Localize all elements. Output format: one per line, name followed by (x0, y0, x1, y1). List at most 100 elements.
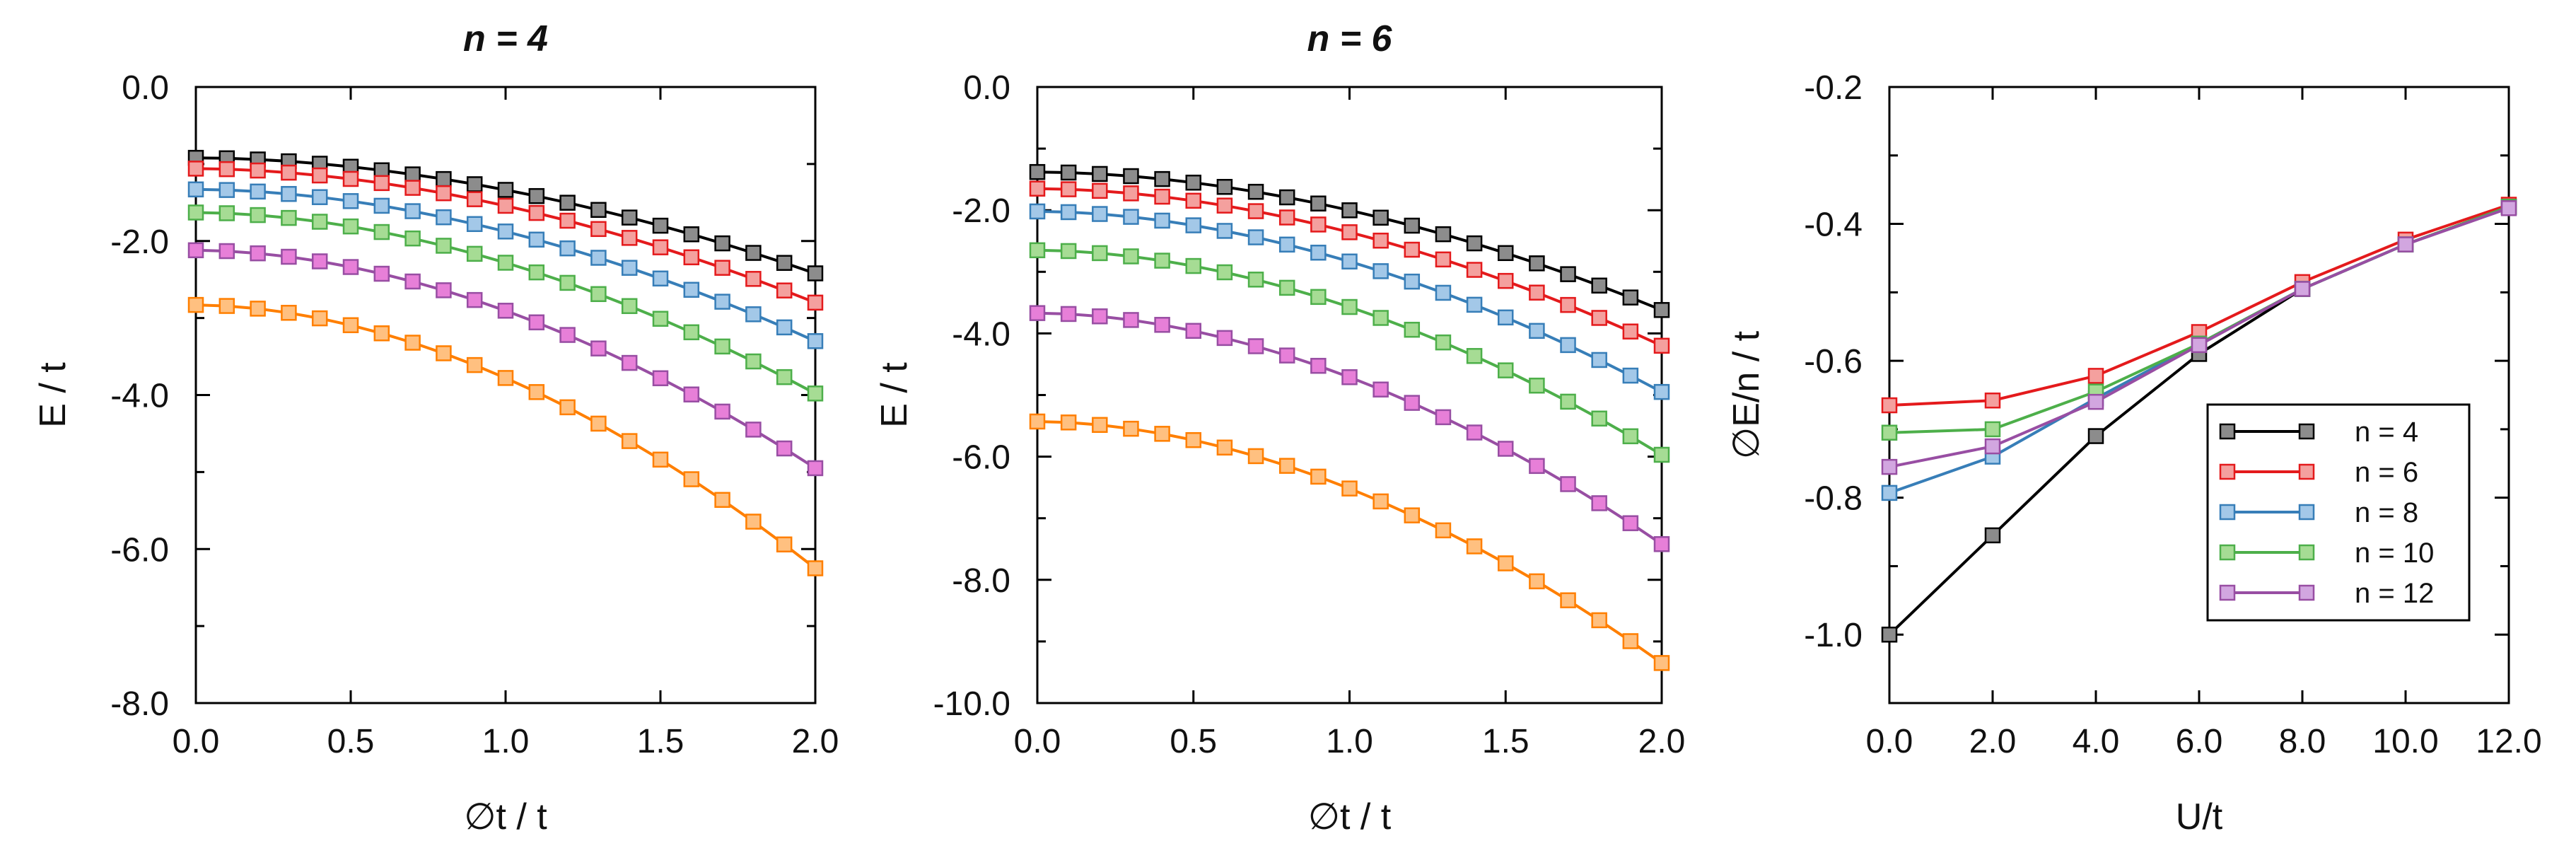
x-tick-label: 0.0 (1014, 723, 1061, 760)
legend-marker (2219, 544, 2236, 561)
data-point (1154, 212, 1170, 229)
data-point (714, 338, 730, 355)
data-point (1881, 458, 1898, 475)
data-point (1653, 536, 1670, 552)
data-point (1060, 164, 1077, 181)
series-curve-5 (187, 242, 824, 477)
data-point (1092, 166, 1108, 182)
data-point (1881, 397, 1898, 414)
data-point (1435, 409, 1452, 426)
data-point (404, 230, 421, 247)
panel-title: n = 4 (463, 18, 548, 59)
legend-marker (2298, 423, 2315, 440)
data-point (1247, 203, 1264, 219)
data-point (1278, 279, 1295, 296)
y-tick-label: -10.0 (933, 685, 1010, 723)
data-point (528, 187, 545, 204)
data-point (1529, 284, 1545, 301)
x-tick-label: 6.0 (2176, 723, 2223, 760)
data-point (1372, 493, 1389, 510)
data-point (187, 242, 204, 259)
data-point (1404, 395, 1421, 411)
data-point (1622, 428, 1639, 445)
series-line (1889, 203, 2510, 407)
data-point (436, 238, 452, 254)
data-point (1341, 202, 1358, 219)
data-point (342, 218, 359, 235)
x-tick-label: 2.0 (792, 723, 839, 760)
data-point (187, 204, 204, 221)
legend-label: n = 8 (2355, 497, 2418, 528)
data-point (1278, 347, 1295, 364)
data-point (745, 306, 762, 323)
data-point (1060, 204, 1077, 221)
data-point (1060, 414, 1077, 431)
data-point (807, 265, 824, 282)
data-point (1498, 441, 1514, 457)
data-point (528, 264, 545, 281)
data-point (218, 243, 235, 260)
data-point (1372, 381, 1389, 398)
data-point (559, 274, 576, 291)
panel-n4: n = 4 0.0 0.5 1.0 1.5 2.0 0.0 -2.0 -4.0 -6.0 -8.0 ∅… (33, 18, 839, 837)
data-point (590, 202, 607, 219)
x-axis-label: ∅t / t (1308, 796, 1392, 837)
series-curve-4 (1029, 242, 1670, 463)
data-point (1529, 458, 1545, 475)
data-point (404, 273, 421, 290)
data-point (1498, 309, 1514, 326)
data-point (2500, 200, 2517, 216)
data-point (1092, 182, 1108, 199)
panel-title: n = 6 (1307, 18, 1393, 59)
data-point (683, 249, 700, 266)
y-tick-label: -2.0 (110, 224, 169, 261)
data-point (1653, 383, 1670, 400)
data-point (1185, 431, 1201, 448)
y-tick-label: -4.0 (110, 378, 169, 415)
data-point (528, 314, 545, 331)
data-point (404, 203, 421, 219)
data-point (1622, 633, 1639, 649)
data-point (1435, 334, 1452, 351)
data-point (1310, 468, 1327, 485)
data-point (1984, 527, 2001, 544)
data-point (559, 195, 576, 211)
legend-label: n = 10 (2355, 538, 2434, 569)
data-point (1092, 206, 1108, 222)
data-point (2191, 337, 2208, 354)
data-point (590, 340, 607, 356)
data-point (373, 197, 390, 214)
data-point (281, 305, 297, 321)
data-point (1123, 168, 1139, 185)
data-point (745, 271, 762, 287)
legend-marker (2219, 463, 2236, 480)
data-point (1310, 216, 1327, 233)
data-point (1310, 244, 1327, 261)
data-point (342, 170, 359, 187)
x-tick-label: 1.0 (482, 723, 530, 760)
data-point (404, 180, 421, 196)
data-point (1185, 323, 1201, 340)
data-point (1404, 217, 1421, 234)
y-tick-label: -8.0 (110, 685, 169, 723)
data-point (621, 298, 638, 314)
data-point (218, 161, 235, 178)
data-point (436, 345, 452, 361)
data-point (745, 353, 762, 370)
legend-marker (2298, 544, 2315, 561)
data-point (2087, 368, 2104, 384)
data-point (807, 460, 824, 477)
data-point (187, 181, 204, 198)
data-point (1123, 248, 1139, 265)
data-point (1653, 446, 1670, 463)
data-point (436, 209, 452, 226)
data-point (250, 183, 266, 200)
data-point (1984, 421, 2001, 438)
data-point (1216, 178, 1233, 195)
data-point (1341, 253, 1358, 269)
data-point (1310, 357, 1327, 374)
data-point (1029, 180, 1046, 197)
data-point (1029, 203, 1046, 220)
legend-marker (2219, 584, 2236, 601)
